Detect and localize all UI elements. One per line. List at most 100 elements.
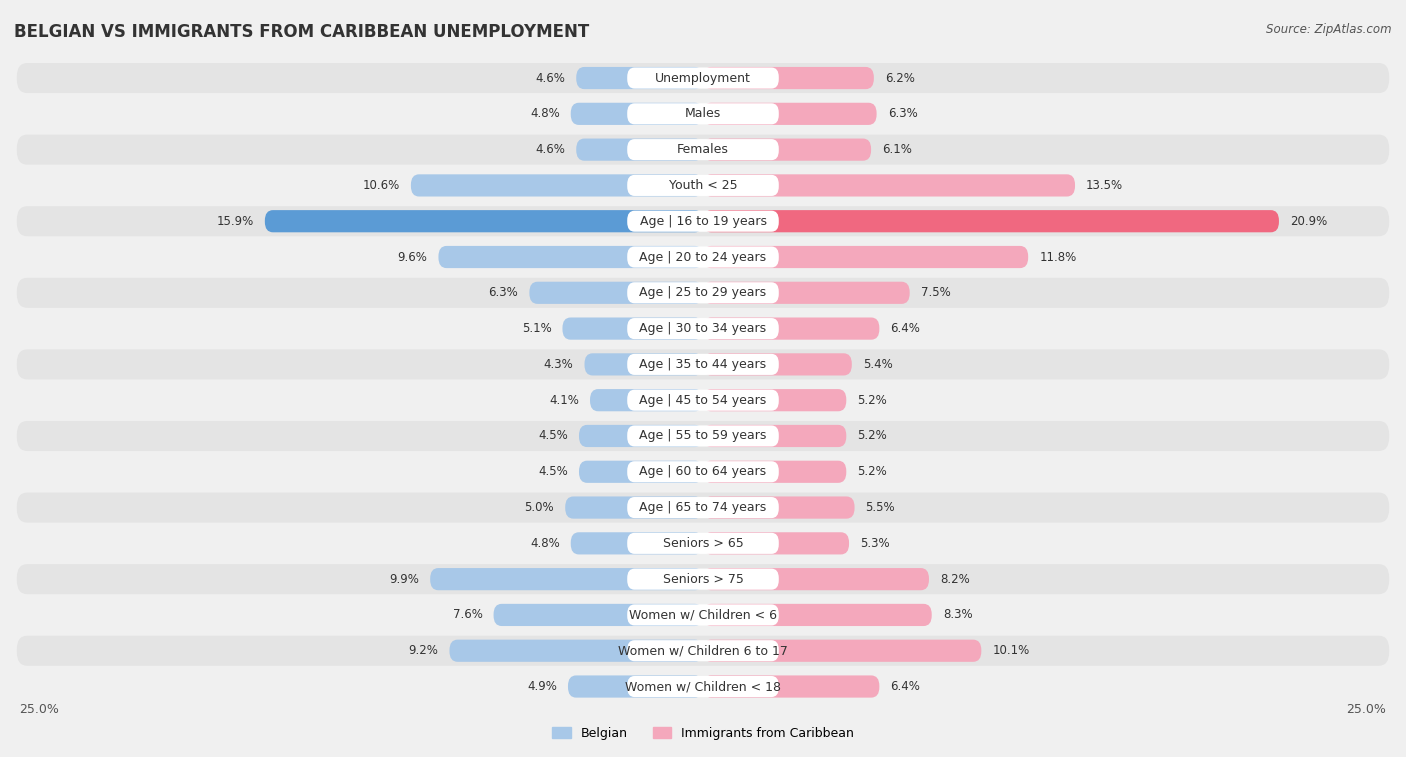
Text: 6.1%: 6.1% — [882, 143, 912, 156]
Text: 7.6%: 7.6% — [453, 609, 482, 621]
FancyBboxPatch shape — [703, 497, 855, 519]
FancyBboxPatch shape — [576, 67, 703, 89]
FancyBboxPatch shape — [703, 246, 1028, 268]
FancyBboxPatch shape — [703, 532, 849, 554]
FancyBboxPatch shape — [627, 640, 779, 662]
Text: 10.1%: 10.1% — [993, 644, 1029, 657]
Text: BELGIAN VS IMMIGRANTS FROM CARIBBEAN UNEMPLOYMENT: BELGIAN VS IMMIGRANTS FROM CARIBBEAN UNE… — [14, 23, 589, 41]
Text: 4.5%: 4.5% — [538, 429, 568, 443]
FancyBboxPatch shape — [627, 210, 779, 232]
Text: 6.2%: 6.2% — [884, 72, 915, 85]
FancyBboxPatch shape — [430, 568, 703, 590]
Text: 5.5%: 5.5% — [866, 501, 896, 514]
FancyBboxPatch shape — [627, 533, 779, 554]
Text: Source: ZipAtlas.com: Source: ZipAtlas.com — [1267, 23, 1392, 36]
FancyBboxPatch shape — [494, 604, 703, 626]
FancyBboxPatch shape — [17, 636, 1389, 665]
FancyBboxPatch shape — [562, 317, 703, 340]
FancyBboxPatch shape — [571, 103, 703, 125]
Text: 5.1%: 5.1% — [522, 322, 551, 335]
FancyBboxPatch shape — [703, 67, 875, 89]
FancyBboxPatch shape — [627, 282, 779, 304]
FancyBboxPatch shape — [530, 282, 703, 304]
Text: 5.3%: 5.3% — [860, 537, 890, 550]
FancyBboxPatch shape — [17, 206, 1389, 236]
Text: Age | 20 to 24 years: Age | 20 to 24 years — [640, 251, 766, 263]
FancyBboxPatch shape — [439, 246, 703, 268]
FancyBboxPatch shape — [627, 425, 779, 447]
FancyBboxPatch shape — [703, 604, 932, 626]
FancyBboxPatch shape — [264, 210, 703, 232]
FancyBboxPatch shape — [627, 604, 779, 625]
FancyBboxPatch shape — [565, 497, 703, 519]
Text: Age | 55 to 59 years: Age | 55 to 59 years — [640, 429, 766, 443]
FancyBboxPatch shape — [703, 317, 879, 340]
Text: Women w/ Children < 18: Women w/ Children < 18 — [626, 680, 780, 693]
FancyBboxPatch shape — [627, 175, 779, 196]
FancyBboxPatch shape — [627, 318, 779, 339]
Text: 5.2%: 5.2% — [858, 394, 887, 407]
Text: 4.5%: 4.5% — [538, 466, 568, 478]
FancyBboxPatch shape — [591, 389, 703, 411]
Text: 20.9%: 20.9% — [1289, 215, 1327, 228]
Text: 7.5%: 7.5% — [921, 286, 950, 299]
FancyBboxPatch shape — [17, 63, 1389, 93]
Text: Women w/ Children 6 to 17: Women w/ Children 6 to 17 — [619, 644, 787, 657]
FancyBboxPatch shape — [627, 67, 779, 89]
FancyBboxPatch shape — [703, 461, 846, 483]
FancyBboxPatch shape — [17, 671, 1389, 702]
Text: 9.9%: 9.9% — [389, 572, 419, 586]
Text: 5.4%: 5.4% — [863, 358, 893, 371]
Text: 5.0%: 5.0% — [524, 501, 554, 514]
Text: 9.2%: 9.2% — [409, 644, 439, 657]
Text: Age | 65 to 74 years: Age | 65 to 74 years — [640, 501, 766, 514]
Text: 8.3%: 8.3% — [943, 609, 973, 621]
Text: 6.3%: 6.3% — [489, 286, 519, 299]
Text: Age | 30 to 34 years: Age | 30 to 34 years — [640, 322, 766, 335]
Text: Age | 16 to 19 years: Age | 16 to 19 years — [640, 215, 766, 228]
FancyBboxPatch shape — [703, 568, 929, 590]
Text: 4.6%: 4.6% — [536, 143, 565, 156]
FancyBboxPatch shape — [627, 354, 779, 375]
FancyBboxPatch shape — [17, 170, 1389, 201]
Text: Males: Males — [685, 107, 721, 120]
Text: 4.1%: 4.1% — [550, 394, 579, 407]
FancyBboxPatch shape — [17, 135, 1389, 165]
FancyBboxPatch shape — [627, 247, 779, 267]
FancyBboxPatch shape — [627, 461, 779, 482]
FancyBboxPatch shape — [627, 676, 779, 697]
Legend: Belgian, Immigrants from Caribbean: Belgian, Immigrants from Caribbean — [547, 722, 859, 745]
FancyBboxPatch shape — [627, 569, 779, 590]
Text: 6.4%: 6.4% — [890, 680, 921, 693]
FancyBboxPatch shape — [703, 139, 872, 160]
FancyBboxPatch shape — [703, 675, 879, 698]
Text: 9.6%: 9.6% — [398, 251, 427, 263]
FancyBboxPatch shape — [703, 354, 852, 375]
Text: 11.8%: 11.8% — [1039, 251, 1077, 263]
FancyBboxPatch shape — [585, 354, 703, 375]
Text: 25.0%: 25.0% — [1347, 703, 1386, 716]
Text: 5.2%: 5.2% — [858, 429, 887, 443]
FancyBboxPatch shape — [576, 139, 703, 160]
Text: 6.3%: 6.3% — [887, 107, 917, 120]
Text: 13.5%: 13.5% — [1085, 179, 1123, 192]
FancyBboxPatch shape — [17, 313, 1389, 344]
FancyBboxPatch shape — [627, 390, 779, 411]
FancyBboxPatch shape — [703, 103, 876, 125]
Text: Youth < 25: Youth < 25 — [669, 179, 737, 192]
FancyBboxPatch shape — [579, 461, 703, 483]
FancyBboxPatch shape — [703, 425, 846, 447]
Text: Age | 45 to 54 years: Age | 45 to 54 years — [640, 394, 766, 407]
FancyBboxPatch shape — [703, 640, 981, 662]
FancyBboxPatch shape — [627, 497, 779, 518]
Text: 25.0%: 25.0% — [20, 703, 59, 716]
FancyBboxPatch shape — [568, 675, 703, 698]
FancyBboxPatch shape — [703, 174, 1076, 197]
Text: Females: Females — [678, 143, 728, 156]
Text: 4.8%: 4.8% — [530, 537, 560, 550]
FancyBboxPatch shape — [703, 282, 910, 304]
Text: Seniors > 75: Seniors > 75 — [662, 572, 744, 586]
Text: Age | 25 to 29 years: Age | 25 to 29 years — [640, 286, 766, 299]
FancyBboxPatch shape — [17, 278, 1389, 308]
FancyBboxPatch shape — [703, 389, 846, 411]
